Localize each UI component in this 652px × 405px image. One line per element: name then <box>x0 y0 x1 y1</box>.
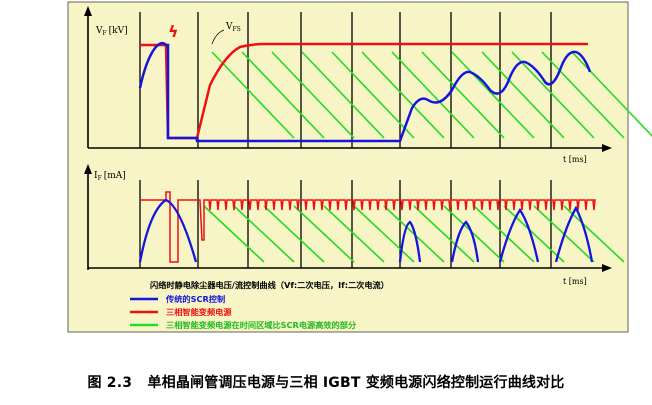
figure-caption: 图 2.3 单相晶闸管调压电源与三相 IGBT 变频电源闪络控制运行曲线对比 <box>0 372 652 392</box>
bottom-y-axis-arrow-icon <box>84 164 92 174</box>
bottom-igbt-current-curve <box>140 191 596 263</box>
bottom-y-label: IF [mA] <box>94 171 126 182</box>
bottom-x-label: t [ms] <box>563 277 587 286</box>
top-hatch-line <box>331 51 415 139</box>
bottom-hatch-line <box>293 205 355 263</box>
top-hatch-line <box>421 51 505 139</box>
bottom-plot: IF [mA] t [ms] <box>84 164 625 286</box>
caption-text: 单相晶闸管调压电源与三相 IGBT 变频电源闪络控制运行曲线对比 <box>147 375 565 391</box>
top-x-label: t [ms] <box>563 155 587 164</box>
legend-item-advantage: 三相智能变频电源在时间区域比SCR电源高效的部分 <box>130 320 357 330</box>
bottom-gridlines <box>139 180 552 268</box>
bottom-hatch-line <box>203 205 265 263</box>
flash-icon: ϟ <box>168 22 179 41</box>
legend-title: 闪络时静电除尘器电压/流控制曲线（Vf:二次电压，If:二次电流） <box>150 280 389 290</box>
top-hatch-line <box>391 51 475 139</box>
legend-label-igbt: 三相智能变频电源 <box>166 307 232 317</box>
top-hatch-line <box>361 51 445 139</box>
caption-number: 图 2.3 <box>87 375 133 391</box>
top-hatch-line <box>541 51 625 139</box>
legend-label-advantage: 三相智能变频电源在时间区域比SCR电源高效的部分 <box>166 320 357 330</box>
top-hatch-line <box>301 51 385 139</box>
top-y-axis-arrow-icon <box>84 6 92 16</box>
top-hatch-line <box>451 51 535 139</box>
bottom-hatch-line <box>503 205 565 263</box>
vfs-annotation: VFS <box>225 22 241 33</box>
top-hatch-line <box>511 51 595 139</box>
bottom-hatch-line <box>413 205 475 263</box>
top-hatch-line <box>481 51 565 139</box>
top-hatch-line <box>241 51 325 139</box>
top-scr-voltage-curve <box>138 41 592 143</box>
bottom-hatch-line <box>353 205 415 263</box>
legend: 闪络时静电除尘器电压/流控制曲线（Vf:二次电压，If:二次电流） 传统的SCR… <box>130 280 389 330</box>
legend-item-igbt: 三相智能变频电源 <box>130 307 232 317</box>
bottom-hatch-line <box>233 205 295 263</box>
top-hatch-line <box>211 51 295 139</box>
bottom-hatch-line <box>473 205 535 263</box>
top-hatch-line <box>271 51 355 139</box>
bottom-scr-current-curve <box>138 198 594 263</box>
figure-panel <box>67 1 629 333</box>
top-plot: VF [kV] t [ms] VFS ϟ <box>84 6 652 164</box>
top-x-axis-arrow-icon <box>602 144 612 152</box>
bottom-hatch-line <box>443 205 505 263</box>
bottom-x-axis-arrow-icon <box>602 264 612 272</box>
bottom-hatch-line <box>263 205 325 263</box>
top-igbt-voltage-curve <box>140 42 588 140</box>
bottom-hatch-line <box>563 205 625 263</box>
vfs-annotation-leader <box>211 29 225 45</box>
legend-label-scr: 传统的SCR控制 <box>165 294 225 304</box>
top-y-label: VF [kV] <box>95 26 128 37</box>
bottom-hatch-line <box>323 205 385 263</box>
top-hatch-line <box>571 51 652 138</box>
legend-item-scr: 传统的SCR控制 <box>130 294 225 304</box>
top-advantage-hatch <box>211 51 652 139</box>
